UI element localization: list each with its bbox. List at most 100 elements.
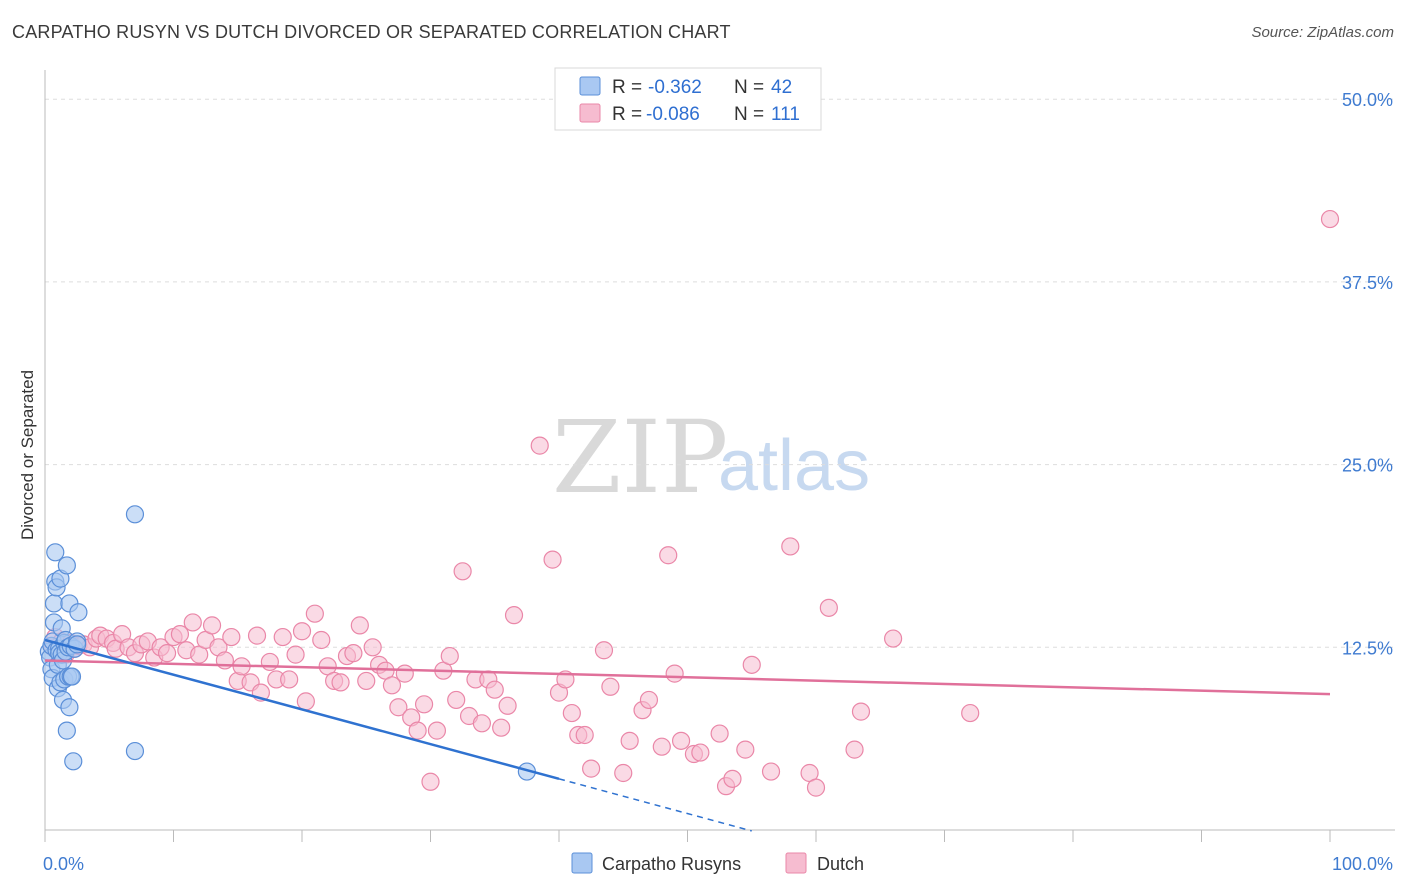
dutch-point: [472, 714, 491, 733]
x-tick-labels: 0.0% 100.0%: [43, 854, 1393, 874]
carpatho-rusyn-point: [125, 505, 145, 524]
dutch-point: [296, 692, 315, 711]
axes: [44, 70, 1395, 842]
dutch-point: [414, 695, 434, 714]
dutch-point: [382, 676, 402, 695]
dutch-point: [498, 696, 517, 715]
dutch-point: [845, 740, 864, 759]
legend-r-value-2: -0.086: [646, 104, 700, 125]
carpatho-rusyn-trend-extension: [558, 778, 752, 832]
dutch-point: [222, 627, 241, 647]
y-tick-label: 12.5%: [1342, 638, 1393, 658]
legend-r-value-1: -0.362: [648, 77, 702, 98]
dutch-point: [819, 598, 838, 617]
carpatho-rusyn-point: [64, 752, 83, 771]
dutch-point: [485, 680, 504, 699]
dutch-point: [961, 703, 980, 723]
dutch-point: [312, 630, 331, 650]
legend-swatch-pink: [579, 103, 601, 123]
carpatho-rusyn-point: [62, 667, 82, 686]
y-tick-label: 25.0%: [1342, 456, 1393, 476]
dutch-point: [447, 690, 466, 710]
y-tick-label: 37.5%: [1342, 273, 1393, 293]
dutch-point: [659, 546, 678, 565]
dutch-point: [530, 436, 549, 455]
carpatho-rusyn-trend-line: [44, 638, 560, 781]
dutch-point: [601, 677, 620, 696]
bottom-legend-swatch-blue: [571, 852, 593, 874]
dutch-point: [357, 671, 376, 691]
dutch-point: [292, 622, 312, 641]
x-tick-label-end: 100.0%: [1332, 854, 1393, 874]
dutch-point: [781, 537, 800, 556]
dutch-point: [440, 646, 459, 666]
dutch-point: [427, 721, 447, 740]
legend-swatch-blue: [579, 76, 601, 96]
carpatho-rusyn-point: [44, 594, 64, 613]
dutch-point: [671, 731, 691, 750]
dutch-point: [582, 759, 601, 778]
dutch-point: [710, 724, 729, 743]
grid-lines: [45, 98, 1395, 648]
legend-n-label-1: N =: [734, 77, 764, 98]
dutch-point: [492, 718, 511, 737]
dutch-point: [543, 550, 562, 569]
dutch-point: [691, 743, 710, 762]
trend-lines: [44, 638, 1331, 832]
dutch-trend-line: [44, 659, 1331, 696]
legend-n-value-2: 111: [771, 104, 800, 125]
source-label: Source: ZipAtlas.com: [1251, 24, 1394, 41]
dutch-point: [260, 652, 279, 672]
dutch-point: [350, 616, 369, 635]
legend-r-label-1: R =: [612, 77, 642, 98]
dutch-point: [736, 740, 755, 759]
dutch-point: [652, 737, 671, 756]
dutch-point: [883, 629, 903, 648]
carpatho-rusyn-point: [60, 698, 79, 717]
dutch-point: [453, 562, 472, 581]
dutch-point: [575, 725, 594, 745]
carpatho-rusyn-point: [69, 603, 88, 622]
watermark-zip: ZIP: [552, 399, 728, 516]
y-tick-labels: 12.5% 25.0% 37.5% 50.0%: [1342, 90, 1393, 658]
dutch-point: [408, 721, 427, 740]
dutch-point: [331, 673, 350, 692]
legend: R = -0.362 N = 42 R = -0.086 N = 111: [554, 67, 822, 131]
dutch-point: [723, 769, 742, 788]
dutch-point: [639, 690, 659, 710]
legend-n-value-1: 42: [771, 77, 792, 98]
dutch-point: [305, 604, 324, 623]
dutch-point: [280, 670, 299, 689]
dutch-point: [157, 644, 177, 663]
dutch-point: [183, 613, 202, 632]
dutch-point: [247, 626, 267, 645]
carpatho-rusyn-point: [57, 556, 76, 575]
dutch-point: [614, 763, 633, 783]
dutch-point: [1320, 209, 1340, 229]
dutch-point: [421, 772, 440, 791]
carpatho-rusyn-point: [57, 721, 76, 740]
dutch-point: [594, 641, 614, 660]
dutch-point: [761, 762, 781, 781]
dutch-point: [504, 606, 524, 625]
dutch-point: [806, 778, 826, 797]
dutch-point: [286, 645, 305, 664]
dutch-point: [344, 644, 363, 663]
bottom-legend-dutch: Dutch: [817, 854, 864, 874]
legend-n-label-2: N =: [734, 104, 764, 125]
dutch-point: [742, 655, 761, 674]
dutch-point: [851, 702, 871, 721]
dutch-point: [389, 698, 408, 717]
carpatho-rusyn-points: [39, 505, 536, 781]
legend-r-label-2: R =: [612, 104, 642, 125]
dutch-point: [170, 625, 190, 644]
watermark-atlas: atlas: [718, 426, 870, 506]
dutch-point: [665, 664, 684, 683]
carpatho-rusyn-point: [125, 741, 145, 761]
dutch-point: [620, 731, 639, 750]
bottom-legend-carpatho: Carpatho Rusyns: [602, 854, 741, 874]
dutch-point: [395, 664, 414, 683]
y-tick-label: 50.0%: [1342, 90, 1393, 110]
dutch-point: [562, 703, 581, 723]
